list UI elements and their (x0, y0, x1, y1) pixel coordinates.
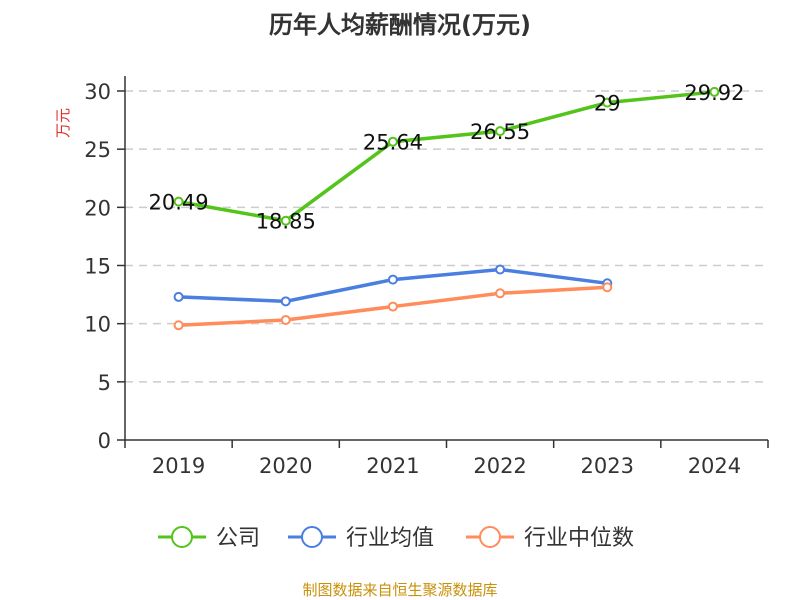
legend-marker (171, 526, 193, 548)
data-point (709, 86, 720, 97)
data-label: 25.64 (363, 131, 423, 155)
data-point (280, 215, 291, 226)
data-point (173, 320, 184, 331)
legend-label: 行业均值 (346, 526, 434, 551)
y-tick-label: 20 (84, 196, 111, 220)
legend-marker (301, 526, 323, 548)
y-tick-label: 25 (84, 138, 111, 162)
y-tick-label: 5 (98, 371, 111, 395)
data-label: 26.55 (470, 120, 530, 144)
x-tick-label: 2022 (473, 454, 526, 478)
x-tick-label: 2023 (581, 454, 634, 478)
y-tick-label: 10 (84, 313, 111, 337)
data-point (495, 264, 506, 275)
data-point (602, 282, 613, 293)
data-point (173, 291, 184, 302)
x-tick-label: 2020 (259, 454, 312, 478)
data-point (387, 274, 398, 285)
data-label: 20.49 (149, 191, 209, 215)
data-point (280, 314, 291, 325)
chart-title: 历年人均薪酬情况(万元) (269, 11, 531, 39)
x-tick-label: 2019 (152, 454, 205, 478)
y-tick-label: 30 (84, 80, 111, 104)
data-point (280, 296, 291, 307)
data-point (602, 97, 613, 108)
y-tick-label: 15 (84, 255, 111, 279)
data-point (495, 288, 506, 299)
data-point (173, 196, 184, 207)
source-note: 制图数据来自恒生聚源数据库 (302, 581, 497, 599)
legend-label: 行业中位数 (524, 526, 634, 551)
data-label: 29 (594, 92, 621, 116)
data-label: 29.92 (684, 81, 744, 105)
x-tick-label: 2021 (366, 454, 419, 478)
data-label: 18.85 (256, 210, 316, 234)
series-line-1 (178, 267, 608, 304)
y-tick-label: 0 (98, 429, 111, 453)
data-point (387, 136, 398, 147)
legend-label: 公司 (216, 526, 260, 551)
y-axis-label: 万元 (54, 108, 72, 138)
x-tick-label: 2024 (688, 454, 741, 478)
data-point (387, 301, 398, 312)
series-line-0 (178, 90, 715, 223)
data-point (495, 126, 506, 137)
legend-marker (479, 526, 501, 548)
